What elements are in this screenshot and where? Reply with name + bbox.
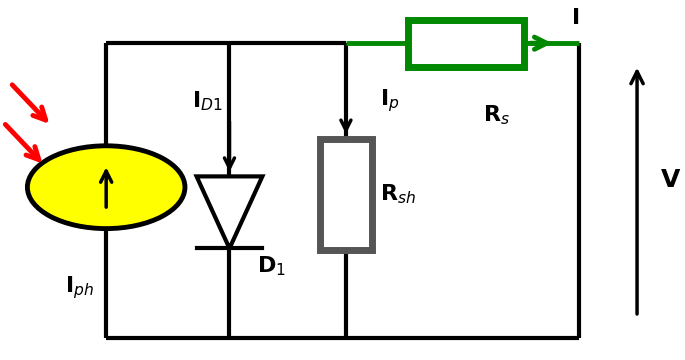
Bar: [408, 20, 524, 67]
Bar: [320, 139, 372, 250]
Text: I$_{ph}$: I$_{ph}$: [65, 275, 95, 301]
Text: V: V: [661, 168, 680, 192]
Text: D$_1$: D$_1$: [257, 255, 286, 278]
Text: I: I: [572, 8, 580, 28]
Polygon shape: [197, 176, 262, 248]
Text: I$_{D1}$: I$_{D1}$: [192, 89, 223, 113]
Ellipse shape: [27, 146, 185, 229]
Text: R$_{sh}$: R$_{sh}$: [380, 183, 416, 206]
Text: I$_p$: I$_p$: [380, 87, 400, 114]
Text: R$_s$: R$_s$: [483, 103, 510, 127]
